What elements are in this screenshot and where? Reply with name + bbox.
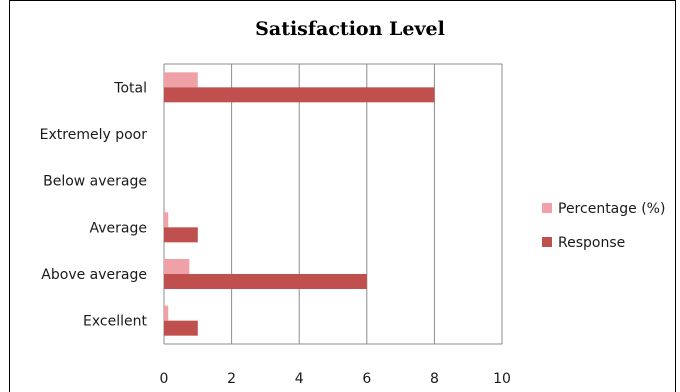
chart-title: Satisfaction Level [255, 18, 445, 40]
bar-response-average [164, 227, 198, 243]
x-tick-labels: 0 2 4 6 8 10 [160, 371, 511, 387]
category-labels: Excellent Above average Average Below avera… [40, 80, 148, 329]
category-label-average: Average [90, 220, 148, 236]
category-label-extremely-poor: Extremely poor [40, 127, 148, 143]
legend-swatch-response [542, 237, 552, 247]
category-label-total: Total [113, 80, 147, 96]
category-label-excellent: Excellent [83, 314, 147, 330]
x-tick-8: 8 [430, 371, 439, 387]
category-label-above-average: Above average [41, 267, 147, 283]
x-tick-2: 2 [227, 371, 236, 387]
chart-frame [9, 0, 676, 392]
legend-label-response: Response [558, 235, 625, 251]
x-tick-6: 6 [362, 371, 371, 387]
grid-lines [163, 63, 503, 345]
bar-response-above-average [164, 274, 367, 289]
bar-percentage-above-average [164, 259, 190, 274]
x-tick-4: 4 [295, 371, 304, 387]
legend-label-percentage: Percentage (%) [558, 201, 665, 217]
bar-percentage-total [164, 72, 198, 88]
bar-response-total [164, 87, 435, 103]
x-tick-10: 10 [493, 371, 511, 387]
category-label-below-average: Below average [43, 174, 147, 190]
legend: Percentage (%) Response [542, 201, 665, 251]
x-tick-0: 0 [160, 371, 169, 387]
bar-response-excellent [164, 320, 198, 336]
legend-swatch-percentage [542, 203, 552, 213]
bar-percentage-average [164, 212, 169, 228]
bars-group [164, 72, 435, 336]
bar-percentage-excellent [164, 305, 169, 321]
